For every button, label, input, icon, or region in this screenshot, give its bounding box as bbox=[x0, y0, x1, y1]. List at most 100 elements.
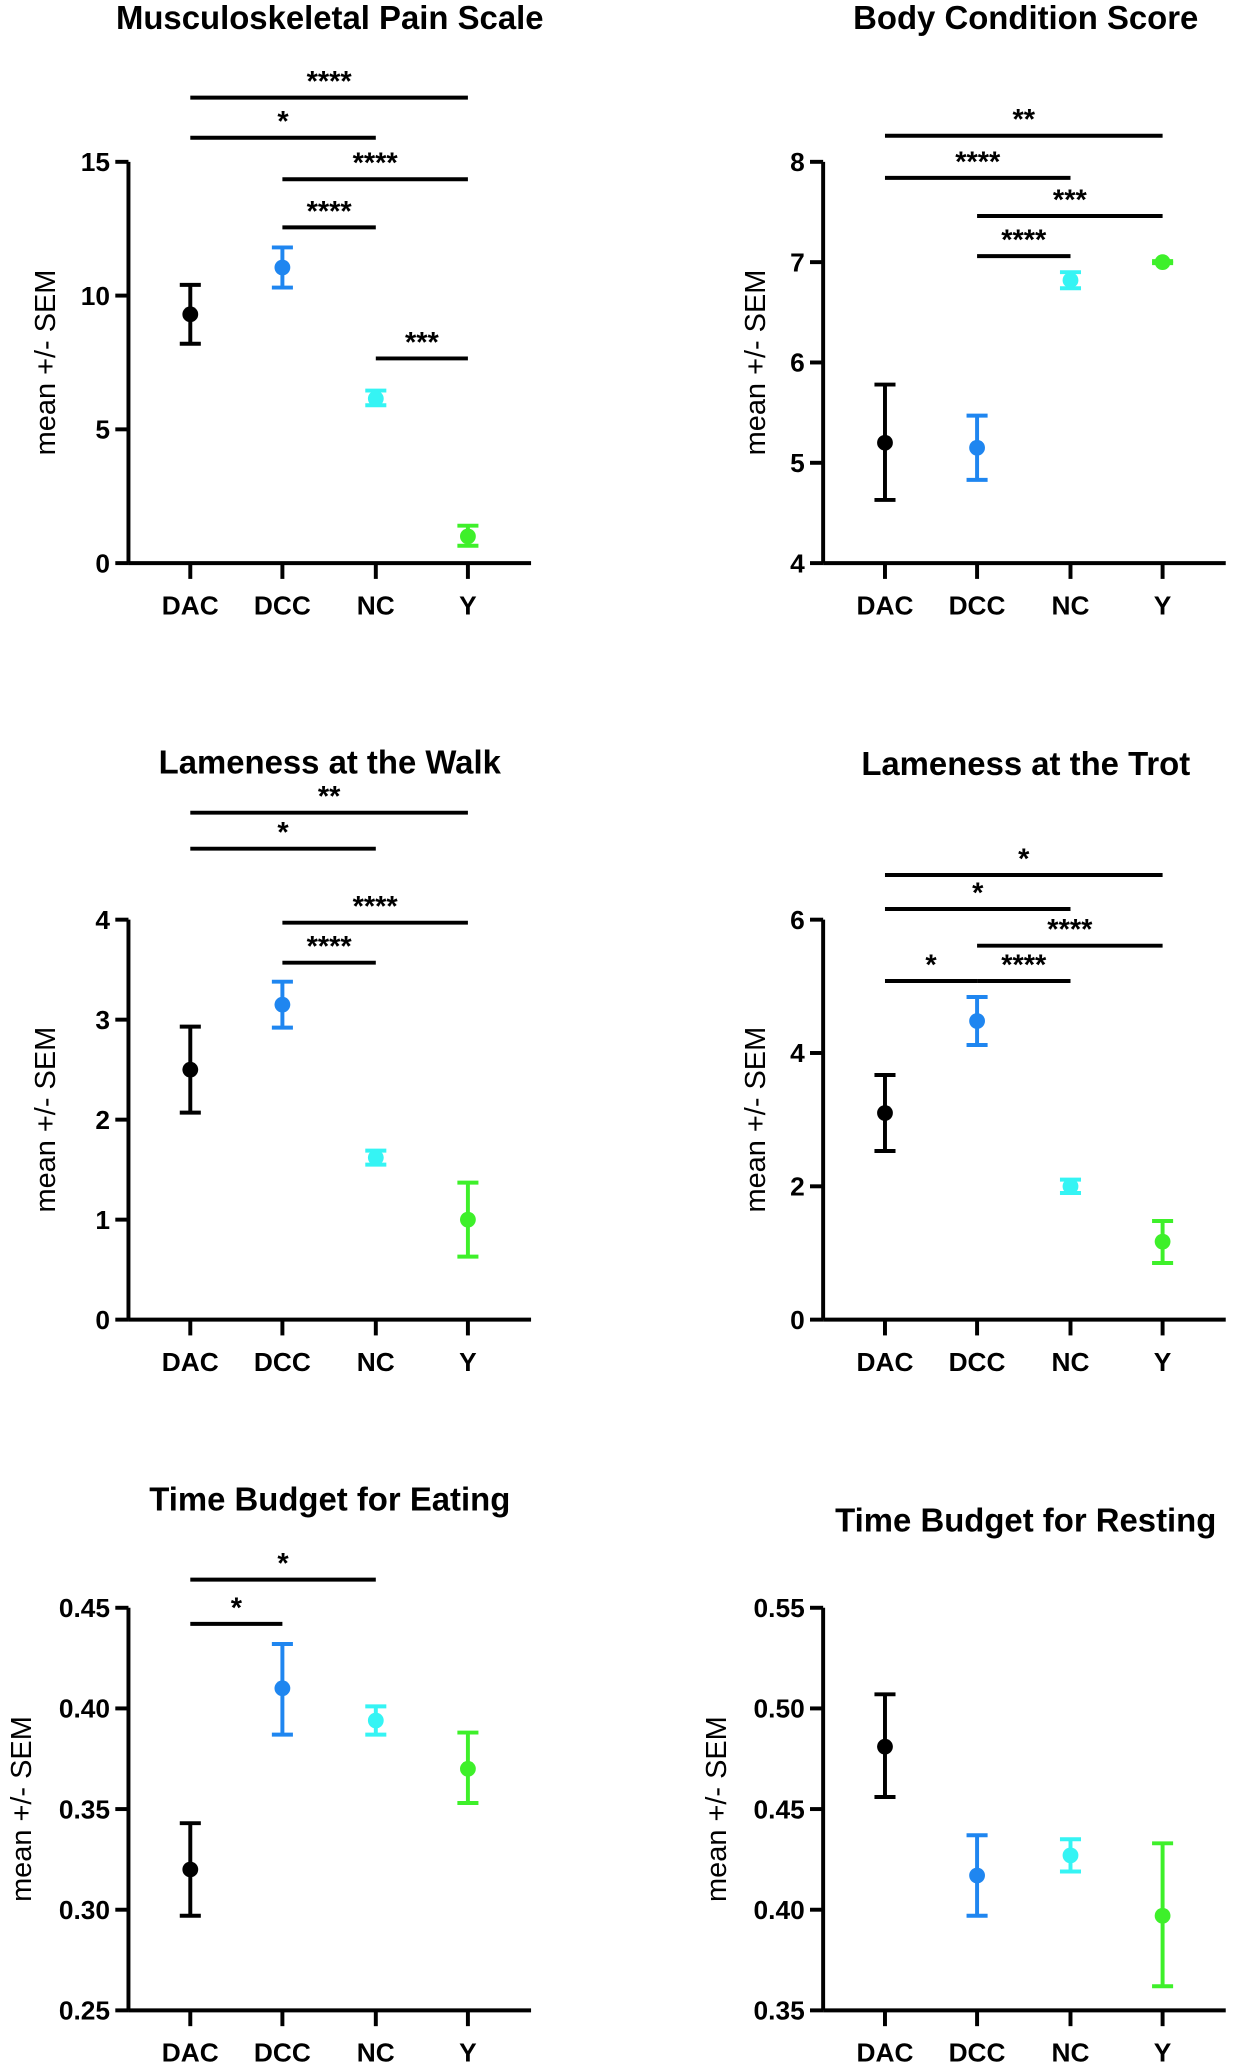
y-tick-label: 6 bbox=[790, 905, 805, 935]
significance-label: * bbox=[925, 949, 937, 981]
chart-panel: Musculoskeletal Pain Scale mean +/- SEM 0 5… bbox=[30, 0, 544, 620]
significance-label: * bbox=[277, 1548, 289, 1580]
chart-title: Lameness at the Trot bbox=[861, 745, 1190, 782]
mean-point bbox=[877, 1105, 893, 1121]
x-tick-label: NC bbox=[357, 590, 395, 620]
y-axis-label: mean +/- SEM bbox=[30, 270, 62, 456]
x-tick-label: Y bbox=[459, 1347, 477, 1377]
chart-title: Body Condition Score bbox=[853, 0, 1198, 36]
significance-label: **** bbox=[353, 148, 399, 180]
significance-label: *** bbox=[1053, 184, 1088, 216]
mean-point bbox=[274, 1680, 291, 1697]
significance-label: * bbox=[231, 1592, 243, 1624]
significance-label: * bbox=[277, 106, 289, 138]
mean-point bbox=[274, 259, 291, 276]
y-axis-label: mean +/- SEM bbox=[701, 1716, 733, 1902]
y-tick-label: 0 bbox=[95, 548, 110, 578]
y-tick-label: 0.45 bbox=[754, 1794, 805, 1824]
x-tick-label: NC bbox=[1051, 2038, 1089, 2063]
mean-point bbox=[182, 1861, 199, 1878]
y-tick-label: 2 bbox=[790, 1172, 805, 1202]
chart-panel: Body Condition Score mean +/- SEM 4 5 6 7 8 DAC… bbox=[740, 0, 1226, 620]
mean-point bbox=[969, 1867, 985, 1884]
x-tick-label: Y bbox=[1154, 2038, 1172, 2063]
mean-point bbox=[877, 434, 893, 451]
significance-label: **** bbox=[307, 66, 353, 98]
significance-label: **** bbox=[1001, 949, 1047, 981]
mean-point bbox=[1062, 1178, 1079, 1195]
y-tick-label: 0.55 bbox=[754, 1593, 805, 1623]
x-tick-label: NC bbox=[1051, 1347, 1089, 1377]
y-tick-label: 10 bbox=[81, 281, 110, 311]
significance-label: **** bbox=[307, 931, 353, 963]
y-axis-label: mean +/- SEM bbox=[740, 1027, 772, 1213]
mean-point bbox=[1062, 272, 1079, 289]
y-tick-label: 0.25 bbox=[59, 1996, 110, 2026]
y-tick-label: 0.30 bbox=[59, 1895, 110, 1925]
chart-title: Time Budget for Eating bbox=[149, 1480, 510, 1517]
x-tick-label: DCC bbox=[254, 590, 311, 620]
x-tick-label: NC bbox=[1051, 590, 1089, 620]
mean-point bbox=[367, 1712, 384, 1729]
chart-title: Time Budget for Resting bbox=[835, 1501, 1216, 1538]
significance-label: *** bbox=[405, 327, 440, 359]
x-tick-label: Y bbox=[1154, 590, 1172, 620]
y-tick-label: 5 bbox=[790, 448, 805, 478]
mean-point bbox=[877, 1738, 893, 1755]
mean-point bbox=[182, 1061, 199, 1078]
x-tick-label: NC bbox=[357, 2038, 395, 2063]
y-tick-label: 8 bbox=[790, 147, 805, 177]
significance-label: **** bbox=[1001, 225, 1047, 257]
significance-label: ** bbox=[1013, 104, 1036, 136]
y-tick-label: 0.40 bbox=[754, 1895, 805, 1925]
y-tick-label: 5 bbox=[95, 415, 110, 445]
chart-panel: Time Budget for Resting mean +/- SEM 0.35 0… bbox=[701, 1501, 1226, 2063]
x-tick-label: DCC bbox=[949, 2038, 1006, 2063]
mean-point bbox=[1154, 1907, 1171, 1924]
y-tick-label: 0 bbox=[790, 1305, 805, 1335]
y-tick-label: 0.45 bbox=[59, 1593, 110, 1623]
mean-point bbox=[460, 1760, 476, 1777]
x-tick-label: DCC bbox=[254, 1347, 311, 1377]
significance-label: **** bbox=[353, 891, 399, 923]
y-axis-label: mean +/- SEM bbox=[6, 1716, 38, 1902]
mean-point bbox=[969, 1013, 985, 1029]
significance-label: **** bbox=[955, 146, 1001, 178]
y-tick-label: 4 bbox=[790, 1038, 805, 1068]
mean-point bbox=[367, 1149, 384, 1166]
x-tick-label: Y bbox=[459, 2038, 477, 2063]
y-tick-label: 0.50 bbox=[754, 1694, 805, 1724]
mean-point bbox=[460, 1211, 476, 1228]
y-tick-label: 0.35 bbox=[754, 1996, 805, 2026]
x-tick-label: Y bbox=[1154, 1347, 1172, 1377]
y-tick-label: 4 bbox=[790, 548, 805, 578]
y-tick-label: 6 bbox=[790, 348, 805, 378]
significance-label: * bbox=[277, 817, 289, 849]
mean-point bbox=[274, 996, 291, 1013]
mean-point bbox=[182, 306, 199, 323]
x-tick-label: Y bbox=[459, 590, 477, 620]
y-tick-label: 2 bbox=[95, 1105, 110, 1135]
significance-label: ** bbox=[318, 781, 341, 813]
x-tick-label: DAC bbox=[162, 590, 219, 620]
y-tick-label: 15 bbox=[81, 147, 110, 177]
mean-point bbox=[1154, 254, 1171, 271]
x-tick-label: DAC bbox=[856, 2038, 913, 2063]
y-tick-label: 4 bbox=[95, 905, 110, 935]
x-tick-label: DCC bbox=[949, 1347, 1006, 1377]
mean-point bbox=[1062, 1847, 1079, 1864]
y-axis-label: mean +/- SEM bbox=[30, 1027, 62, 1213]
significance-label: **** bbox=[307, 196, 353, 228]
chart-panel: Lameness at the Trot mean +/- SEM 0 2 4 6 DAC D… bbox=[740, 745, 1226, 1377]
y-tick-label: 0.40 bbox=[59, 1694, 110, 1724]
significance-label: * bbox=[972, 877, 984, 909]
chart-panel: Lameness at the Walk mean +/- SEM 0 1 2 3 4 DAC… bbox=[30, 744, 532, 1377]
mean-point bbox=[969, 439, 985, 456]
significance-label: **** bbox=[1047, 914, 1093, 946]
chart-title: Musculoskeletal Pain Scale bbox=[116, 0, 544, 36]
x-tick-label: DAC bbox=[162, 1347, 219, 1377]
x-tick-label: NC bbox=[357, 1347, 395, 1377]
y-tick-label: 7 bbox=[790, 247, 805, 277]
y-tick-label: 0.35 bbox=[59, 1794, 110, 1824]
